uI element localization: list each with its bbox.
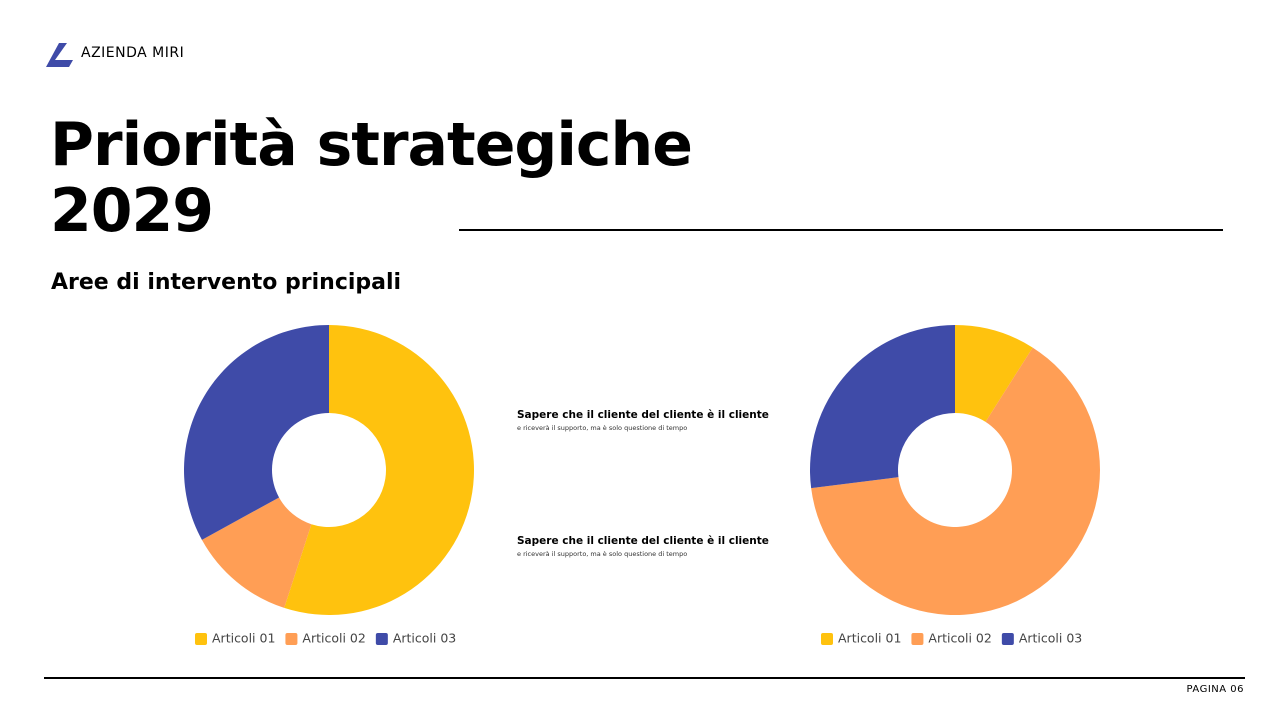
brand: AZIENDA MIRI xyxy=(81,45,185,61)
legend-swatch xyxy=(1001,633,1014,645)
legend-swatch xyxy=(911,633,924,645)
legend-label: Articoli 01 xyxy=(212,631,275,646)
footer-line xyxy=(44,677,1245,679)
subtitle: Aree di intervento principali xyxy=(51,270,402,295)
note: Sapere che il cliente del cliente è il c… xyxy=(517,409,769,432)
legend-label: Articoli 02 xyxy=(928,631,991,646)
donut-slice xyxy=(811,347,1100,615)
note-heading: Sapere che il cliente del cliente è il c… xyxy=(517,535,769,547)
legend-label: Articoli 03 xyxy=(393,631,456,646)
page-number: PAGINA 06 xyxy=(1186,684,1244,695)
legend-swatch xyxy=(821,633,833,645)
logo xyxy=(46,43,73,67)
note-heading: Sapere che il cliente del cliente è il c… xyxy=(517,409,769,421)
donut-slice xyxy=(184,325,329,540)
note: Sapere che il cliente del cliente è il c… xyxy=(517,535,769,558)
donut-slice xyxy=(201,497,312,608)
donut-slice xyxy=(284,325,474,615)
legend-label: Articoli 01 xyxy=(838,631,901,646)
note-text: e riceverà il supporto, ma è solo questi… xyxy=(517,550,688,558)
legend-label: Articoli 03 xyxy=(1019,631,1082,646)
donut-slice xyxy=(955,325,1033,422)
donut-slice xyxy=(810,325,955,489)
legend-swatch xyxy=(285,633,298,645)
legend-swatch xyxy=(375,633,388,645)
chart: Articoli 01 Articoli 02 Articoli 03 xyxy=(810,325,1100,646)
legend-label: Articoli 02 xyxy=(302,631,365,646)
legend-swatch xyxy=(195,633,207,645)
note-text: e riceverà il supporto, ma è solo questi… xyxy=(517,424,688,432)
chart: Articoli 01 Articoli 02 Articoli 03 xyxy=(184,325,474,646)
divider xyxy=(459,229,1223,231)
title: Priorità strategiche 2029 xyxy=(50,110,693,246)
